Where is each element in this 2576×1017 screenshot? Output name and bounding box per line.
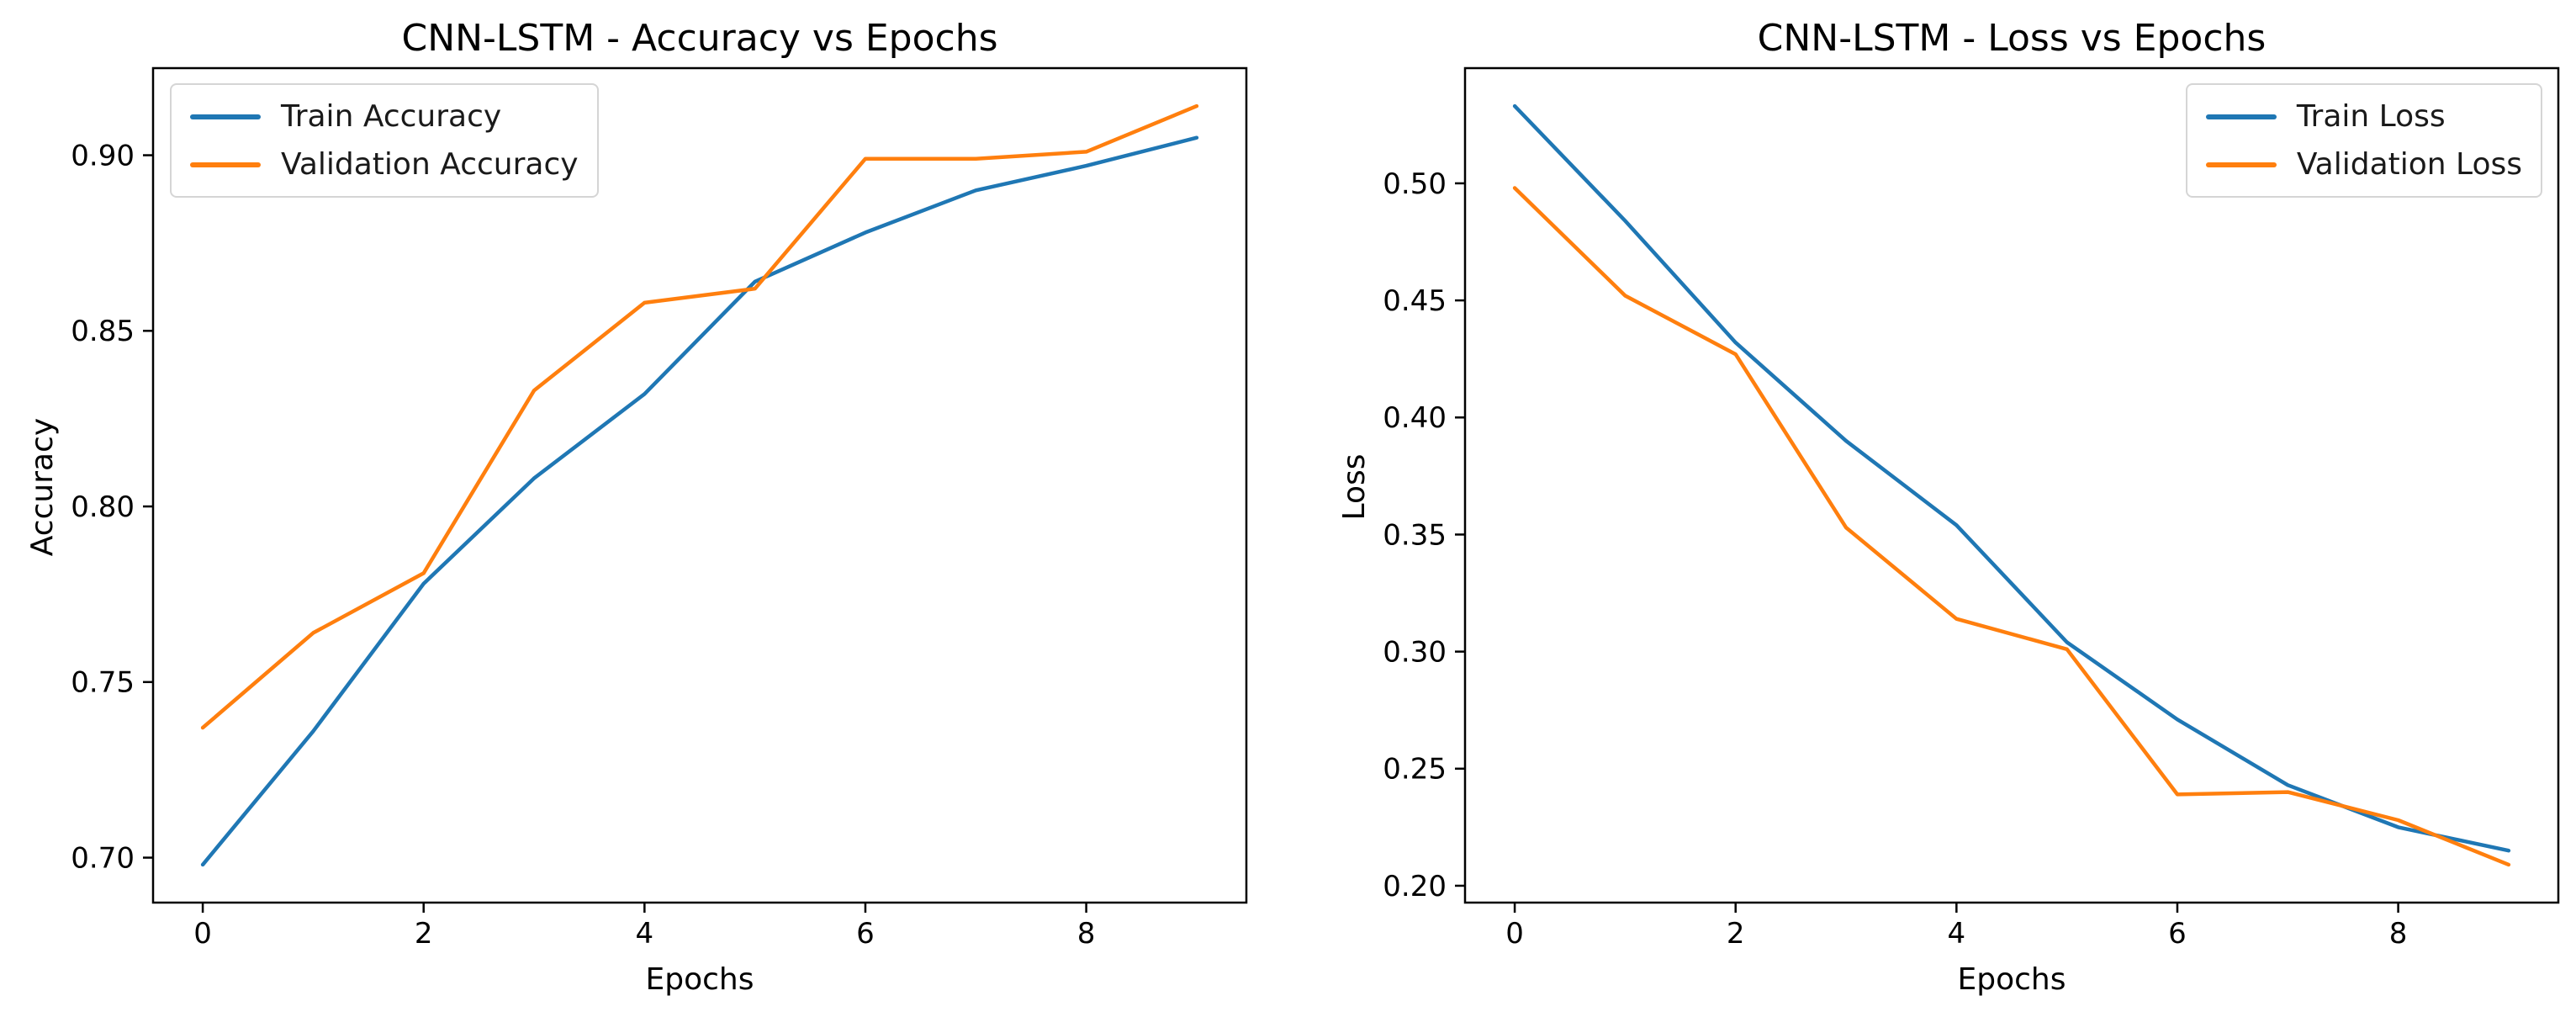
svg-text:0.45: 0.45 [1383, 284, 1447, 318]
svg-text:0.35: 0.35 [1383, 518, 1447, 552]
legend-label: Validation Accuracy [281, 147, 579, 183]
legend-item-train-accuracy: Train Accuracy [190, 98, 579, 135]
svg-text:0.80: 0.80 [71, 490, 135, 524]
legend-item-validation-accuracy: Validation Accuracy [190, 146, 579, 183]
svg-text:8: 8 [2389, 917, 2408, 951]
svg-text:0.40: 0.40 [1383, 401, 1447, 435]
legend-label: Validation Loss [2296, 147, 2522, 183]
legend-label: Train Accuracy [281, 99, 502, 134]
loss-chart: CNN-LSTM - Loss vs Epochs 0 2 4 6 8 0.20 0.25 0… [1288, 0, 2576, 1017]
svg-text:0: 0 [1505, 917, 1524, 951]
svg-text:0.90: 0.90 [71, 139, 135, 172]
accuracy-plot-area: 0 2 4 6 8 0.70 0.75 0.80 0.85 0.90 [71, 66, 1248, 951]
svg-text:8: 8 [1077, 917, 1096, 951]
legend-item-train-loss: Train Loss [2205, 98, 2522, 135]
accuracy-chart: CNN-LSTM - Accuracy vs Epochs 0 2 4 6 8 0.70 0… [25, 17, 1248, 997]
svg-text:0.75: 0.75 [71, 666, 135, 700]
svg-text:4: 4 [1948, 917, 1966, 951]
validation-loss-line-swatch [2205, 162, 2277, 167]
train-accuracy-line-swatch [190, 114, 261, 119]
loss-x-axis-label: Epochs [1957, 962, 2066, 997]
svg-text:4: 4 [636, 917, 654, 951]
accuracy-y-axis-label: Accuracy [25, 417, 60, 557]
svg-text:0.85: 0.85 [71, 315, 135, 348]
svg-text:2: 2 [1727, 917, 1745, 951]
legend-label: Train Loss [2296, 99, 2446, 134]
train-loss-line-swatch [2205, 114, 2277, 119]
svg-text:6: 6 [856, 917, 875, 951]
accuracy-legend: Train Accuracy Validation Accuracy [170, 83, 599, 199]
svg-text:2: 2 [415, 917, 433, 951]
validation-accuracy-line-swatch [190, 162, 261, 167]
svg-text:0.30: 0.30 [1383, 636, 1447, 670]
loss-chart-title: CNN-LSTM - Loss vs Epochs [1757, 17, 2267, 60]
svg-text:0.70: 0.70 [71, 841, 135, 875]
svg-text:0.20: 0.20 [1383, 870, 1447, 903]
svg-text:6: 6 [2168, 917, 2187, 951]
loss-legend: Train Loss Validation Loss [2185, 83, 2542, 199]
svg-text:0.25: 0.25 [1383, 753, 1447, 787]
accuracy-x-axis-label: Epochs [645, 962, 754, 997]
legend-item-validation-loss: Validation Loss [2205, 146, 2522, 183]
loss-plot-area: 0 2 4 6 8 0.20 0.25 0.30 0.35 0.40 0.45 0.50 [1383, 66, 2560, 951]
accuracy-chart-title: CNN-LSTM - Accuracy vs Epochs [401, 17, 998, 60]
svg-text:0.50: 0.50 [1383, 167, 1447, 201]
svg-text:0: 0 [193, 917, 212, 951]
loss-y-axis-label: Loss [1337, 453, 1372, 521]
